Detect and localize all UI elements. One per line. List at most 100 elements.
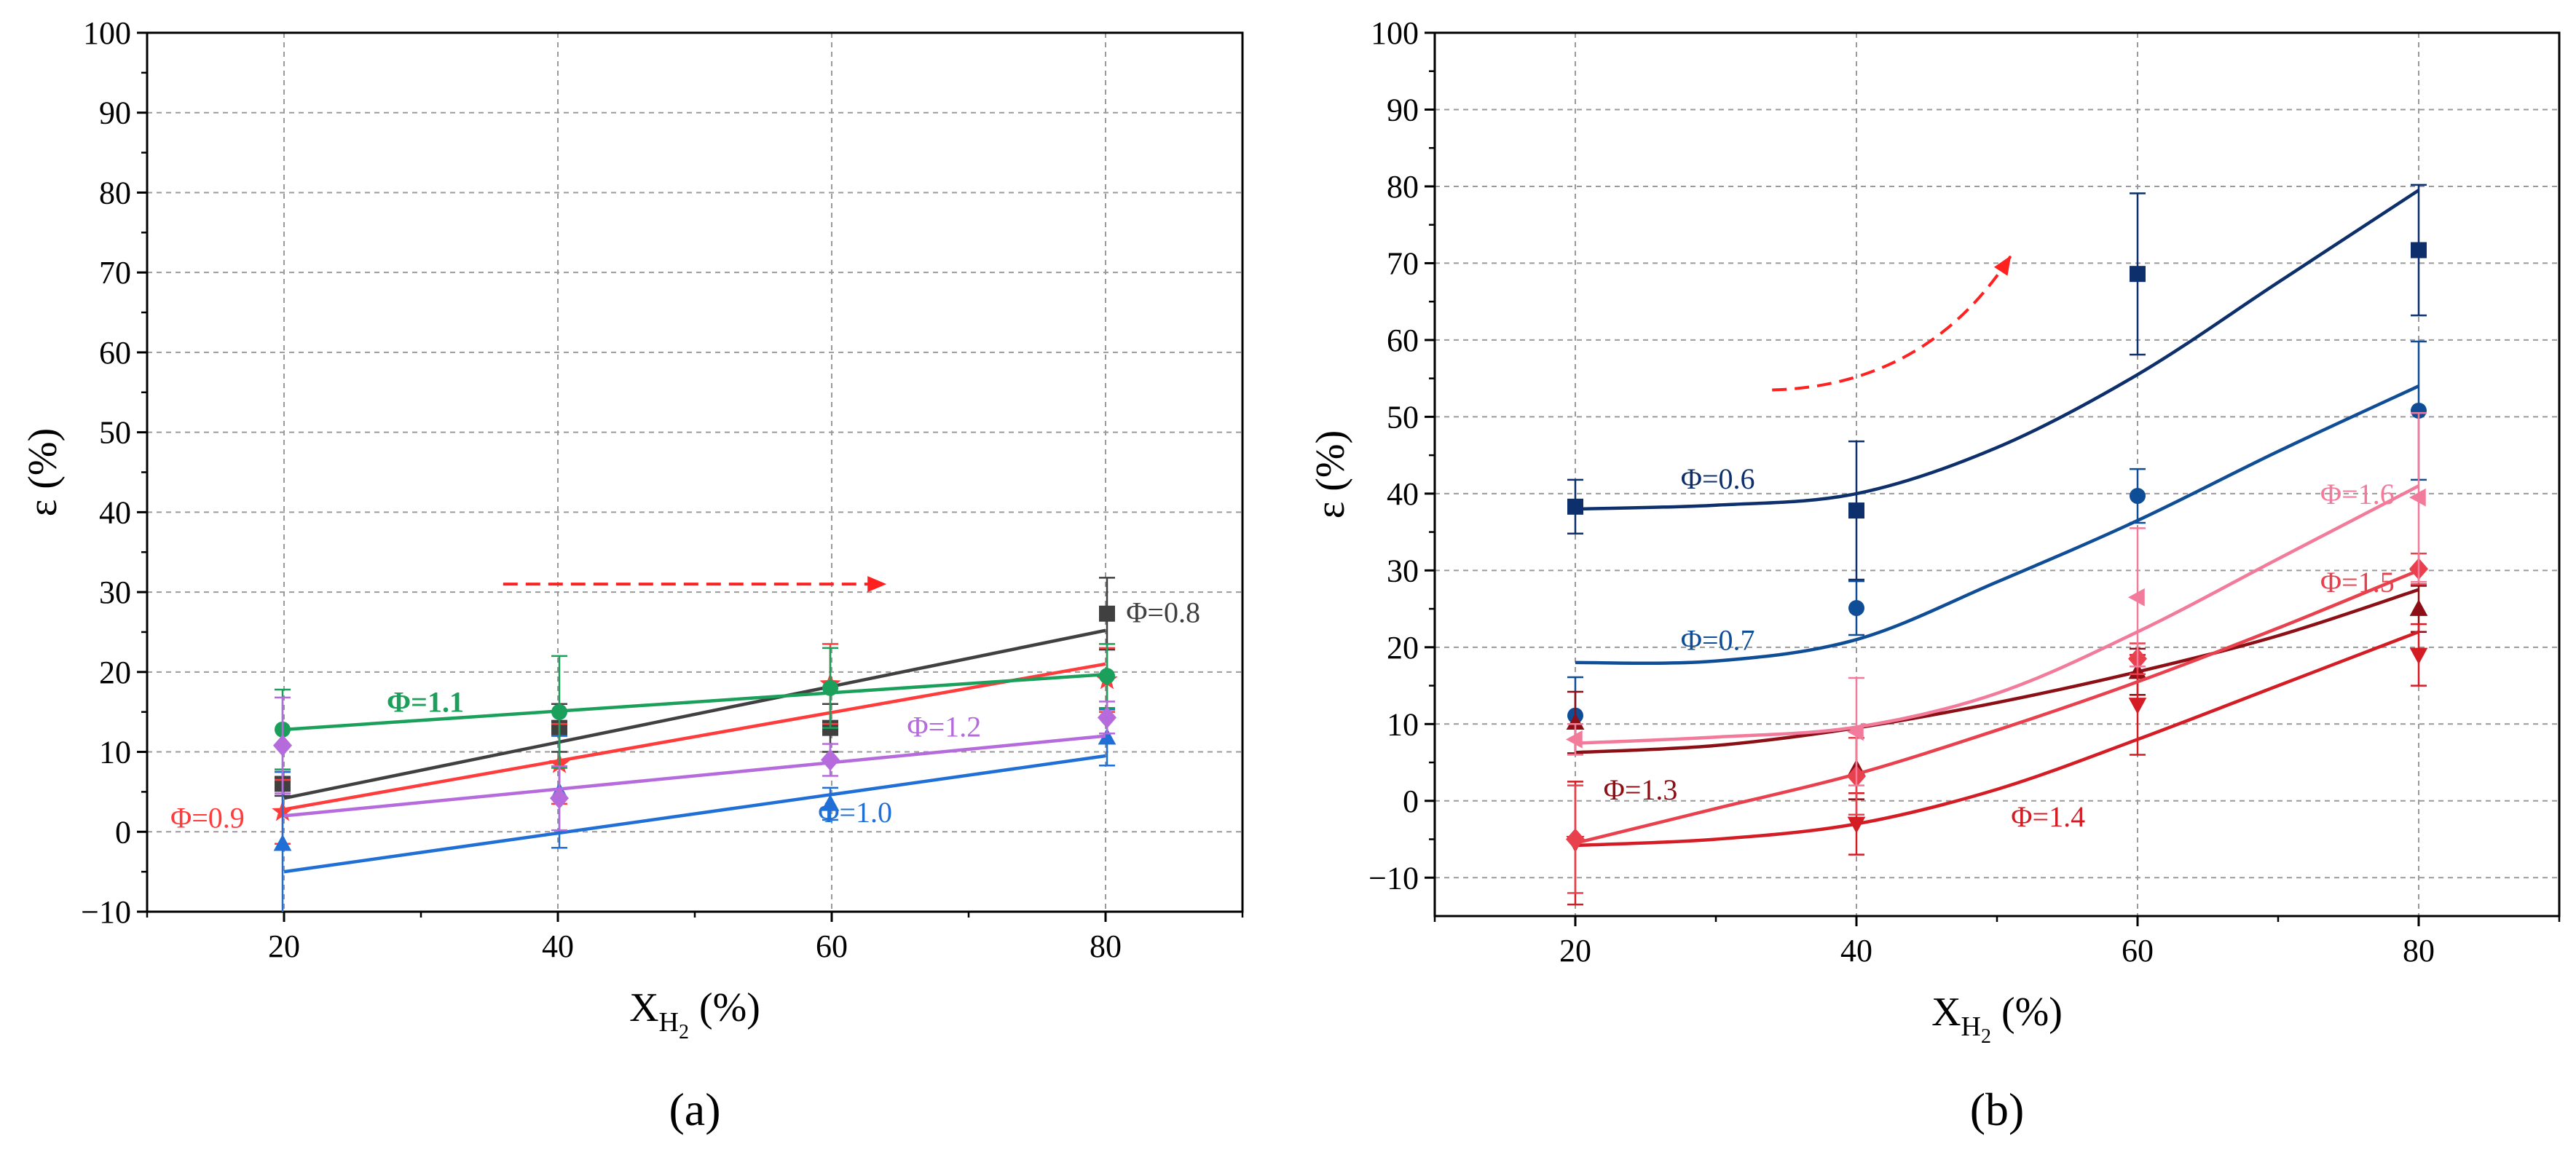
panel-a-series-1-1-point-60 — [822, 679, 838, 696]
panel-b-plot-area — [1435, 33, 2559, 916]
panel-a-plot-content — [272, 577, 1118, 912]
panel-b-series-1-6-point-80 — [2409, 488, 2426, 507]
panel-b-series-0-6-point-60 — [2130, 266, 2146, 283]
panel-b-series-1-6 — [1566, 411, 2427, 786]
panel-b-series-0-6-point-20 — [1567, 498, 1583, 515]
panel-b-series-1-4-label: Φ=1.4 — [2011, 800, 2085, 833]
panel-a-series-0-8-label: Φ=0.8 — [1126, 596, 1200, 629]
panel-a-series-1-0-fit-line — [283, 754, 1106, 874]
panel-b-series-0-6-label: Φ=0.6 — [1681, 462, 1755, 495]
panel-a-x-axis-title-unit: (%) — [689, 985, 760, 1030]
panel-b-y-tick-label-0: 0 — [1403, 784, 1419, 819]
panel-b-series-0-7-label: Φ=0.7 — [1681, 623, 1755, 656]
panel-b-series-0-6-point-80 — [2411, 242, 2427, 259]
panel-b-series-1-6-point-60 — [2128, 588, 2145, 607]
panel-b-trend-arrow-head — [1993, 255, 2012, 276]
panel-a-y-tick-label-40: 40 — [99, 494, 131, 530]
panel-b-series-1-4-point-80 — [2409, 647, 2428, 665]
panel-a-x-tick-label-20: 20 — [268, 928, 300, 964]
panel-a-x-axis-title: XH2 (%) — [629, 985, 760, 1043]
panel-b-series-0-7-point-80 — [2411, 402, 2427, 419]
panel-a-y-tick-label-10: 10 — [99, 735, 131, 770]
panel-b-y-axis-title: ε (%) — [1308, 430, 1353, 518]
panel-b-series-1-5-label: Φ=1.5 — [2320, 566, 2395, 599]
panel-a-series-1-0-label: Φ=1.0 — [818, 796, 892, 829]
panel-a-x-tick-label-40: 40 — [542, 928, 574, 964]
panel-a-y-tick-label-0: 0 — [115, 814, 131, 850]
panel-b-grid — [1435, 33, 2559, 916]
panel-a-series-1-0-point-60 — [821, 794, 840, 811]
panel-a-series-1-1-point-80 — [1099, 668, 1115, 685]
panel-b-y-tick-label-80: 80 — [1387, 169, 1419, 205]
panel-a-series-0-9-label: Φ=0.9 — [170, 802, 245, 835]
panel-b-x-axis-title-subsub: 2 — [1981, 1025, 1991, 1048]
panel-b-x-axis-title-sub: H — [1961, 1011, 1981, 1042]
panel-b-series-1-4-point-60 — [2128, 698, 2147, 714]
panel-b-series-1-4-fit-curve — [1575, 630, 2419, 848]
panel-b-series-1-3-label: Φ=1.3 — [1604, 773, 1678, 806]
panel-b-x-tick-label-20: 20 — [1559, 933, 1591, 968]
panel-a-series-1-0-point-80 — [1098, 727, 1116, 745]
panel-a-series-1-1-label: Φ=1.1 — [387, 685, 464, 718]
panel-b-series-1-4-point-40 — [1847, 816, 1866, 834]
panel-a-series-1-2 — [273, 696, 1116, 832]
panel-label-b: (b) — [1970, 1084, 2025, 1135]
panel-b-y-tick-label-40: 40 — [1387, 476, 1419, 512]
panel-a-series-0-9-fit-line — [283, 662, 1106, 811]
panel-a-y-tick-label--10: −10 — [81, 894, 131, 930]
panel-b-series-0-6-point-40 — [1848, 502, 1864, 519]
panel-a-grid — [147, 33, 1242, 912]
panel-b-series-1-6-label: Φ=1.6 — [2320, 478, 2395, 510]
panel-a-ticks: 20 40 60 80 −10 0 10 20 30 40 50 60 70 80 90 100 — [81, 15, 1244, 964]
panel-b-x-axis-title: XH2 (%) — [1931, 990, 2063, 1048]
panel-b-series-0-7-point-40 — [1848, 600, 1864, 617]
panel-a-x-axis-title-main: X — [629, 985, 658, 1030]
panel-a-y-tick-label-80: 80 — [99, 175, 131, 210]
panel-b-x-tick-label-80: 80 — [2403, 933, 2435, 968]
panel-a-x-tick-label-80: 80 — [1090, 928, 1122, 964]
panel-b-x-tick-label-40: 40 — [1840, 933, 1872, 968]
panel-b-plot-content — [1566, 184, 2428, 906]
panel-b-series-1-6-point-20 — [1566, 730, 1583, 749]
panel-b-series-0-6-fit-curve — [1575, 189, 2420, 511]
panel-b-series-1-6-point-40 — [1847, 722, 1864, 741]
panel-a-series-1-2-point-80 — [1098, 706, 1116, 729]
panel-a-y-tick-label-50: 50 — [99, 415, 131, 451]
panel-b-y-tick-label--10: −10 — [1368, 860, 1419, 896]
panel-a-y-tick-label-30: 30 — [99, 575, 131, 610]
panel-b-series-1-5-point-20 — [1566, 828, 1585, 851]
panel-b-x-tick-label-60: 60 — [2122, 933, 2154, 968]
panel-b-series-1-3-fit-curve — [1575, 588, 2419, 754]
panel-a-series-0-8-point-80 — [1099, 605, 1115, 622]
panel-b-y-tick-label-90: 90 — [1387, 92, 1419, 127]
panel-a-y-tick-label-70: 70 — [99, 255, 131, 291]
panel-b-trend-arrow-shaft — [1772, 254, 2012, 392]
panel-b-x-axis-title-main: X — [1931, 990, 1961, 1035]
panel-a-series-1-2-point-40 — [550, 787, 569, 810]
panel-a-x-axis-title-sub: H — [659, 1007, 679, 1038]
panel-a-trend-arrow — [503, 576, 887, 593]
panel-b-y-tick-label-70: 70 — [1387, 245, 1419, 281]
panel-b-y-tick-label-20: 20 — [1387, 630, 1419, 666]
panel-b-ticks: 20 40 60 80 −10 0 10 20 30 40 50 60 70 80 90 100 — [1368, 15, 2561, 968]
panel-a-series-0-8-fit-line — [283, 628, 1106, 800]
panel-b-series-1-5-fit-curve — [1575, 569, 2419, 845]
panel-a-plot-area — [147, 33, 1242, 912]
panel-a-x-axis-title-subsub: 2 — [679, 1021, 689, 1043]
panel-a-y-axis-title: ε (%) — [20, 428, 66, 516]
panel-b-series-0-6 — [1567, 184, 2427, 581]
panel-label-a: (a) — [669, 1084, 720, 1135]
chart-panel-a: 20 40 60 80 −10 0 10 20 30 40 50 60 70 80 90 100 XH2 (%)… — [20, 15, 1244, 1043]
panel-a-x-tick-label-60: 60 — [816, 928, 848, 964]
chart-panel-b: 20 40 60 80 −10 0 10 20 30 40 50 60 70 80 90 100 XH2 (%)… — [1308, 15, 2561, 1048]
panel-a-series-1-2-fit-line — [283, 734, 1106, 818]
panel-a-y-tick-label-60: 60 — [99, 335, 131, 371]
panel-b-y-tick-label-100: 100 — [1371, 15, 1419, 51]
panel-b-x-axis-title-unit: (%) — [1991, 990, 2063, 1035]
panel-b-y-tick-label-50: 50 — [1387, 399, 1419, 435]
panel-b-y-tick-label-30: 30 — [1387, 553, 1419, 588]
panel-a-series-1-0-point-20 — [273, 834, 292, 851]
panel-b-trend-arrow — [1772, 254, 2012, 392]
panel-a-y-tick-label-100: 100 — [83, 15, 131, 51]
